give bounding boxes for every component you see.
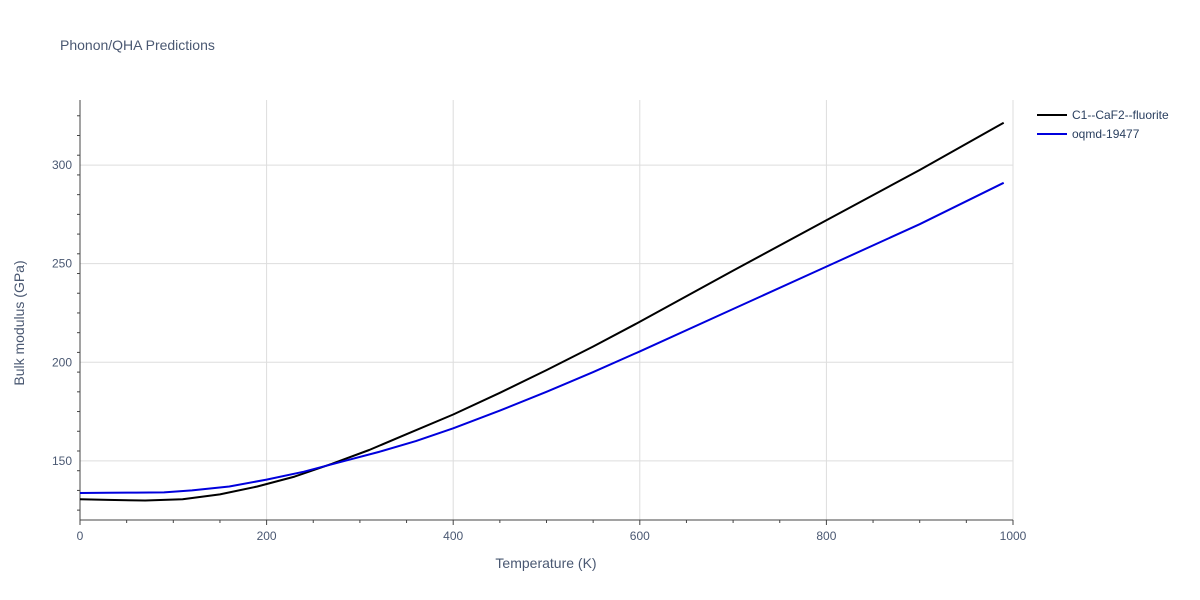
x-tick-label-400: 400: [443, 529, 463, 543]
y-tick-label-150: 150: [52, 454, 72, 468]
chart-title: Phonon/QHA Predictions: [60, 37, 215, 53]
x-tick-label-0: 0: [77, 529, 84, 543]
x-tick-label-200: 200: [257, 529, 277, 543]
legend-item-1[interactable]: oqmd-19477: [1037, 127, 1140, 141]
x-tick-label-800: 800: [816, 529, 836, 543]
x-tick-label-1000: 1000: [1000, 529, 1027, 543]
legend-label-0: C1--CaF2--fluorite: [1072, 108, 1169, 122]
legend[interactable]: C1--CaF2--fluorite oqmd-19477: [1037, 108, 1169, 141]
y-tick-label-300: 300: [52, 158, 72, 172]
x-axis-title: Temperature (K): [495, 555, 596, 571]
x-axis-ticks: 0 200 400 600 800 1000: [77, 520, 1027, 543]
series-line-1: [79, 181, 1005, 494]
legend-item-0[interactable]: C1--CaF2--fluorite: [1037, 108, 1169, 122]
axes: [79, 100, 1013, 521]
series-line-0: [79, 121, 1005, 502]
grid-lines: [80, 100, 1014, 520]
legend-label-1: oqmd-19477: [1072, 127, 1140, 141]
y-tick-label-250: 250: [52, 257, 72, 271]
y-axis-title: Bulk modulus (GPa): [11, 260, 27, 385]
plot-area: [79, 121, 1005, 502]
y-axis-ticks: 150 200 250 300: [52, 115, 80, 511]
y-tick-label-200: 200: [52, 355, 72, 369]
x-tick-label-600: 600: [630, 529, 650, 543]
